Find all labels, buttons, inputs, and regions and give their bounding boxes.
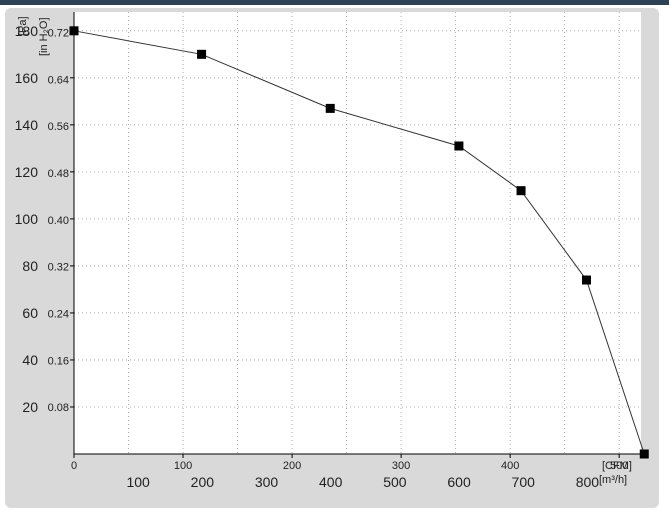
data-point-marker [581,275,591,285]
y-tick-label-inh2o: 0.64 [48,74,69,86]
y-tick-label-pa: 180 [15,23,39,39]
x-tick-label-cfm: 300 [392,460,410,472]
y-tick-label-pa: 160 [15,70,39,86]
x-axis-label-m3h: [m³/h] [599,474,627,486]
y-tick-label-pa: 80 [22,258,38,274]
y-tick-label-pa: 60 [22,305,38,321]
fan-curve-chart: 20 40 60 80 100 120 140 160 180 0.08 0.16 0.24 0.32 0… [15,12,649,490]
x-tick-label-cfm: 400 [501,460,519,472]
y-tick-label-pa: 140 [15,117,39,133]
data-point-marker [325,103,335,113]
y-tick-label-inh2o: 0.48 [48,168,69,180]
y-tick-label-inh2o: 0.08 [48,402,69,414]
y-tick-label-pa: 40 [22,352,38,368]
x-tick-label-m3h: 600 [447,474,471,490]
x-tick-label-m3h: 800 [576,474,600,490]
data-point-marker [197,49,207,59]
x-axis-label-cfm: [CFM] [602,460,632,472]
y-tick-label-pa: 100 [15,211,39,227]
data-point-marker [454,141,464,151]
x-tick-label-m3h: 400 [319,474,343,490]
x-tick-label-m3h: 100 [126,474,150,490]
x-tick-label-m3h: 700 [512,474,536,490]
x-tick-label-m3h: 500 [383,474,407,490]
y-tick-label-inh2o: 0.24 [48,308,69,320]
y-tick-label-inh2o: 0.72 [48,27,69,39]
chart-panel: 20 40 60 80 100 120 140 160 180 0.08 0.16 0.24 0.32 0… [5,8,659,508]
x-tick-label-m3h: 300 [255,474,279,490]
plot-area [74,12,641,454]
y-tick-label-inh2o: 0.32 [48,262,69,274]
y-axis-label-inh2o: [in H₂O] [38,18,50,57]
y-axis-label-pa: [Pa] [17,16,29,36]
y-tick-label-pa: 120 [15,164,39,180]
data-point-marker [639,449,649,459]
x-tick-label-cfm: 0 [71,460,77,472]
x-tick-label-cfm: 100 [174,460,192,472]
data-point-marker [69,26,79,36]
data-point-marker [516,186,526,196]
x-tick-label-m3h: 200 [191,474,215,490]
y-tick-label-inh2o: 0.40 [48,215,69,227]
y-tick-label-inh2o: 0.16 [48,355,69,367]
y-tick-label-inh2o: 0.56 [48,121,69,133]
top-bar [0,0,669,5]
x-tick-label-cfm: 500 [610,460,628,472]
y-tick-label-pa: 20 [22,399,38,415]
x-tick-label-cfm: 200 [283,460,301,472]
